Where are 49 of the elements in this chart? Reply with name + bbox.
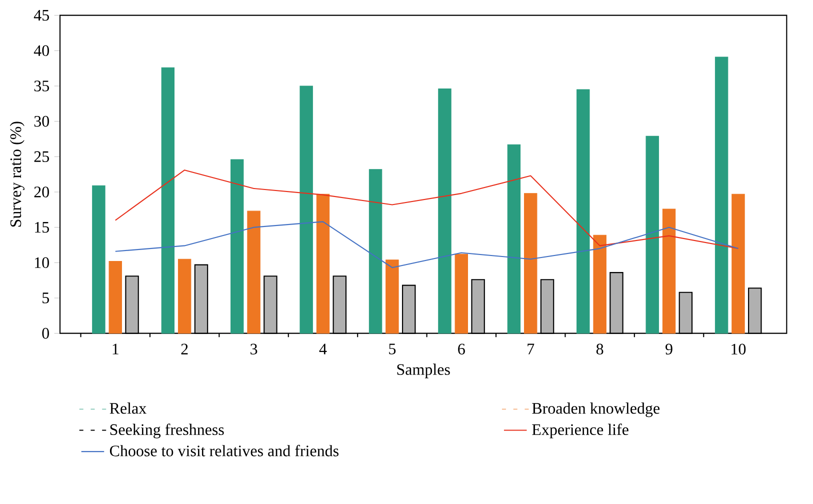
y-tick-label: 10 [35,257,49,268]
y-tick-label: 45 [34,10,49,21]
bar [507,144,521,334]
y-tick-label: 25 [34,151,49,162]
x-tick-label: 5 [389,344,396,354]
bar [593,234,606,334]
y-tick-label: 30 [34,116,49,127]
bar [576,89,590,334]
legend-label: Relax [110,402,146,414]
y-tick-label: 35 [34,80,49,92]
legend-label: Choose to visit relatives and friends [110,444,338,456]
bar [316,194,330,334]
bar [454,254,468,334]
bar [230,159,244,334]
y-tick-label: 20 [34,186,49,198]
line-series [114,170,739,250]
legend-label: Experience life [532,424,628,438]
bar [732,194,745,334]
bar [92,185,106,334]
legend-label: Broaden knowledge [532,402,660,418]
bar [714,56,728,334]
legend-label: Seeking freshness [110,424,224,438]
y-tick-label: 40 [34,45,49,56]
bar [646,136,659,334]
bar [386,260,399,334]
bar [247,210,260,334]
y-tick-label: 15 [35,222,49,233]
y-axis-title: Survey ratio (%) [10,122,24,227]
x-tick-label: 1 [112,344,118,354]
x-tick-label: 6 [458,344,465,354]
bar [300,86,313,334]
y-tick-label: 0 [42,328,49,339]
x-tick-label: 10 [732,344,746,355]
bar [161,67,175,334]
y-tick-label: 5 [42,292,49,304]
x-tick-label: 9 [666,344,672,354]
x-tick-label: 8 [596,344,604,355]
bar [662,208,676,334]
line-series [114,221,739,268]
bar [108,260,122,334]
bar [524,193,538,334]
x-tick-label: 3 [250,344,258,354]
bar [438,88,452,334]
x-axis-title: Samples [397,364,450,378]
x-tick-label: 7 [528,344,534,354]
x-tick-label: 4 [319,344,327,354]
x-tick-label: 2 [181,344,188,354]
bar [178,258,192,334]
bar [368,169,382,334]
